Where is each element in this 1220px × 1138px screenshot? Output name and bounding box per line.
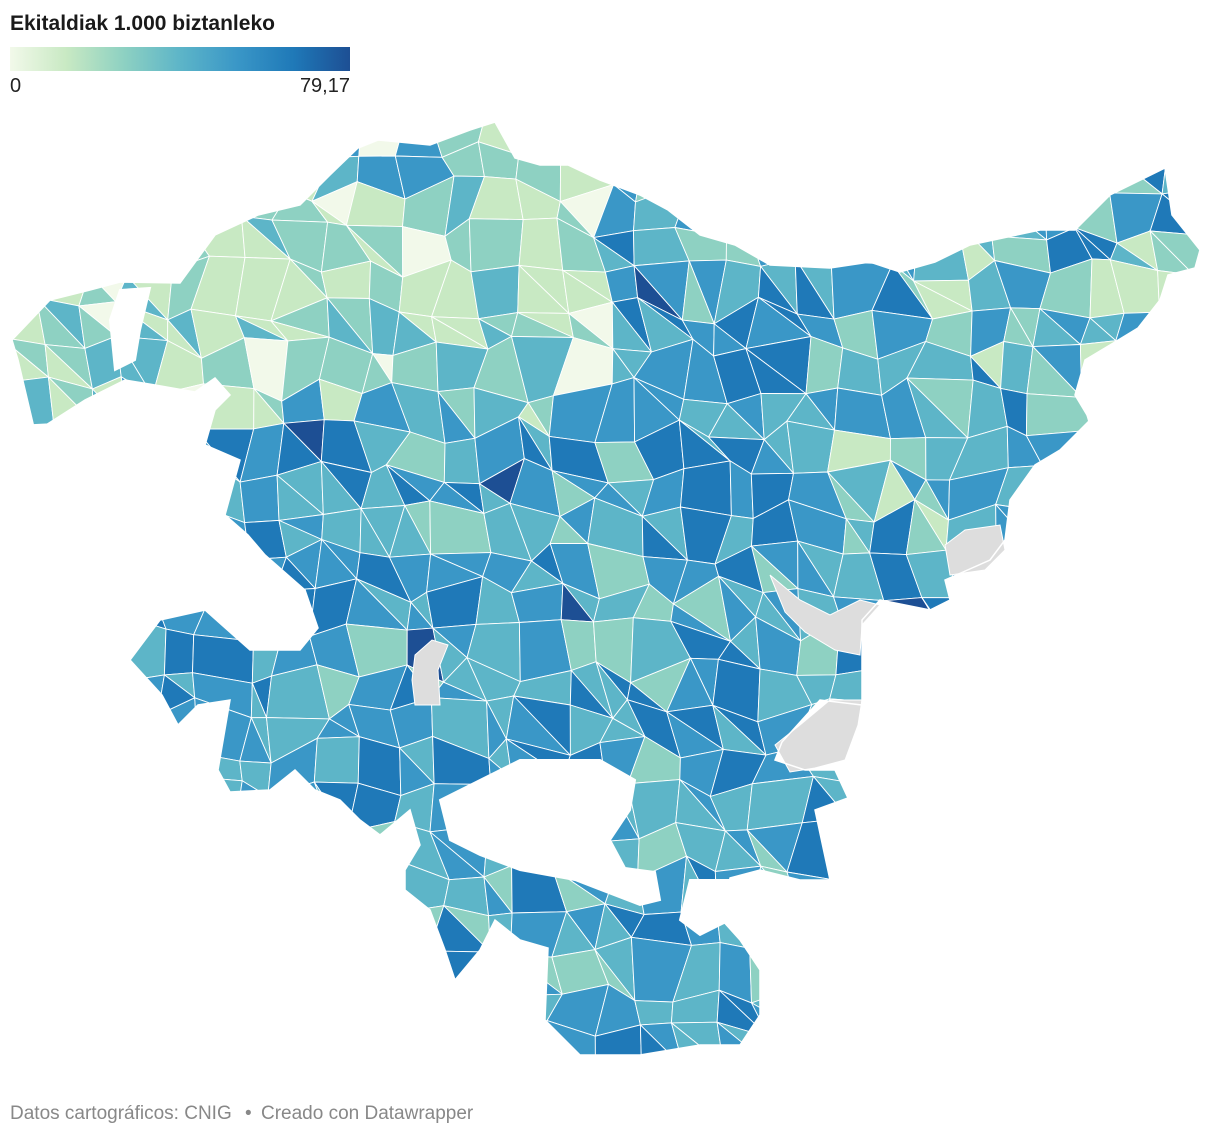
excluded-area <box>438 759 662 907</box>
map-title: Ekitaldiak 1.000 biztanleko <box>10 12 275 35</box>
municipality-region[interactable] <box>749 947 801 1004</box>
municipality-region[interactable] <box>0 297 46 346</box>
municipality-region[interactable] <box>163 628 195 676</box>
municipality-region[interactable] <box>508 1042 548 1069</box>
municipality-region[interactable] <box>1149 193 1214 237</box>
footer: Datos cartográficos: CNIG • Creado con D… <box>10 1103 473 1125</box>
municipality-region[interactable] <box>988 192 1048 241</box>
legend-labels: 0 79,17 <box>10 75 350 98</box>
municipality-region[interactable] <box>313 736 360 784</box>
municipality-region[interactable] <box>921 597 959 643</box>
municipality-region[interactable] <box>1079 340 1135 399</box>
no-data-region <box>944 524 1006 576</box>
municipality-region[interactable] <box>0 376 55 427</box>
territory-outline <box>11 121 1201 1056</box>
legend-max-label: 79,17 <box>299 75 350 97</box>
municipality-region[interactable] <box>470 264 520 320</box>
municipality-region[interactable] <box>1114 339 1168 400</box>
municipality-region[interactable] <box>750 1001 804 1038</box>
municipality-region[interactable] <box>786 420 836 474</box>
municipality-region[interactable] <box>913 221 970 282</box>
municipality-region[interactable] <box>1157 269 1205 321</box>
datawrapper-credit[interactable]: Creado con Datawrapper <box>260 1103 474 1124</box>
choropleth-map <box>0 110 1214 1069</box>
municipality-region[interactable] <box>533 1018 548 1069</box>
excluded-area <box>108 286 152 372</box>
excluded-area <box>678 879 737 937</box>
no-data-region <box>774 699 863 773</box>
municipality-region[interactable] <box>274 590 311 637</box>
municipality-region[interactable] <box>91 387 131 429</box>
municipality-region[interactable] <box>313 781 359 834</box>
municipality-region[interactable] <box>273 588 316 638</box>
municipality-region[interactable] <box>243 556 287 592</box>
municipality-region[interactable] <box>874 597 935 638</box>
municipality-region[interactable] <box>748 217 815 259</box>
municipality-region[interactable] <box>443 437 480 485</box>
municipality-region[interactable] <box>347 821 396 880</box>
no-data-region <box>411 639 449 706</box>
municipality-region[interactable] <box>425 950 491 1005</box>
municipality-region[interactable] <box>111 616 167 684</box>
municipality-region[interactable] <box>988 188 1048 241</box>
municipality-region[interactable] <box>518 217 564 271</box>
municipality-region[interactable] <box>488 912 513 956</box>
color-legend: 0 79,17 <box>10 47 350 98</box>
municipality-regions <box>0 110 1214 1069</box>
municipality-region[interactable] <box>634 139 692 203</box>
municipality-region[interactable] <box>194 383 255 430</box>
municipality-region[interactable] <box>118 593 167 630</box>
municipality-region[interactable] <box>389 911 430 952</box>
municipality-region[interactable] <box>239 474 280 524</box>
municipality-region[interactable] <box>394 110 443 158</box>
municipality-region[interactable] <box>187 215 246 258</box>
municipality-region[interactable] <box>1115 340 1168 381</box>
municipality-region[interactable] <box>111 674 165 716</box>
municipality-region[interactable] <box>634 1000 674 1026</box>
source-credit[interactable]: Datos cartográficos: CNIG <box>10 1103 232 1124</box>
legend-min-label: 0 <box>10 75 22 97</box>
legend-gradient-bar <box>10 47 350 71</box>
municipality-cells <box>0 110 1214 1069</box>
footer-separator: • <box>245 1103 252 1124</box>
municipality-region[interactable] <box>206 777 243 837</box>
municipality-region[interactable] <box>680 460 732 517</box>
municipality-region[interactable] <box>468 218 524 273</box>
